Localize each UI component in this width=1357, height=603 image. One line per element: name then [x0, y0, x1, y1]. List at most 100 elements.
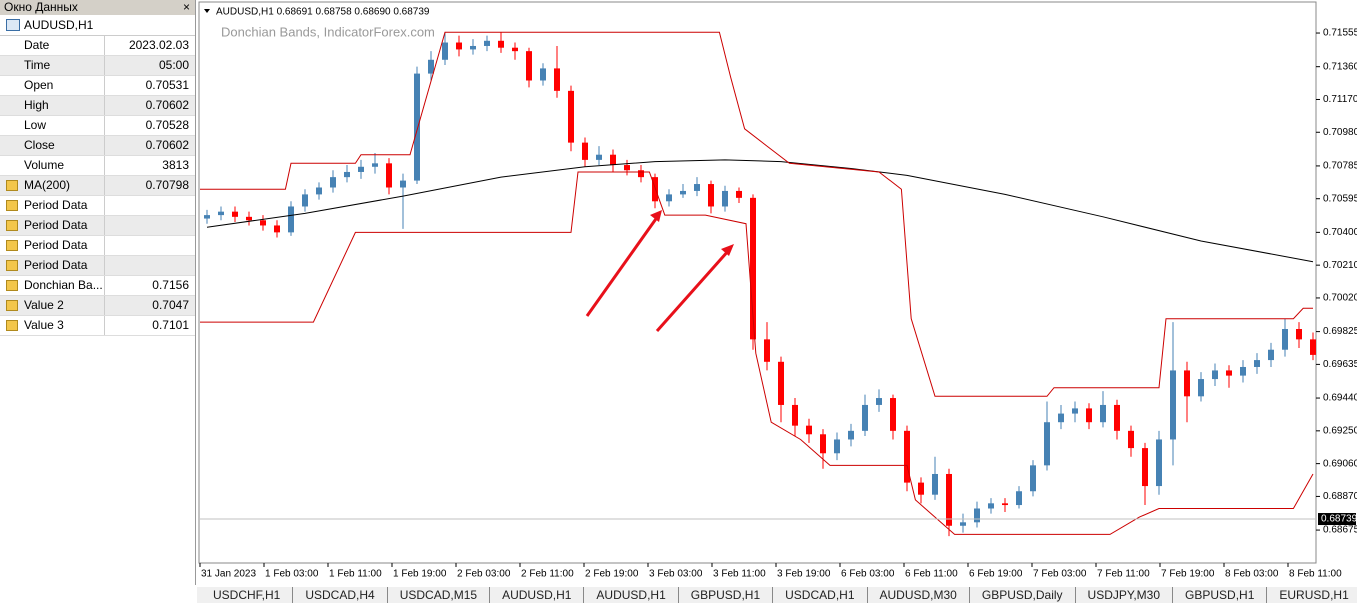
- y-tick-label: 0.69440: [1323, 393, 1357, 404]
- y-tick-label: 0.70785: [1323, 161, 1357, 172]
- row-label: Date: [0, 36, 105, 55]
- x-tick-label: 7 Feb 19:00: [1161, 569, 1215, 580]
- indicator-icon: [6, 240, 18, 251]
- y-tick-label: 0.69825: [1323, 326, 1357, 337]
- candle-body: [1142, 448, 1148, 487]
- candle-body: [1030, 465, 1036, 492]
- candle-body: [834, 439, 840, 454]
- row-label: Time: [0, 56, 105, 75]
- candle-body: [512, 47, 518, 52]
- data-rows: Date 2023.02.03 Time 05:00 Open 0.70531 High 0.…: [0, 36, 195, 336]
- row-value: 0.70602: [145, 98, 189, 112]
- x-tick-label: 7 Feb 03:00: [1033, 569, 1087, 580]
- candle-body: [372, 163, 378, 167]
- tab-bar: USDCHF,H1 USDCAD,H4 USDCAD,M15 AUDUSD,H1 AUD…: [197, 587, 1357, 603]
- data-row: Close 0.70602: [0, 136, 195, 156]
- row-label: High: [0, 96, 105, 115]
- candle-body: [736, 190, 742, 198]
- x-tick-label: 3 Feb 03:00: [649, 569, 703, 580]
- tab[interactable]: GBPUSD,H1: [679, 587, 774, 603]
- y-tick-label: 0.68870: [1323, 491, 1357, 502]
- y-tick-label: 0.68675: [1323, 525, 1357, 536]
- candle-body: [330, 177, 336, 188]
- close-button[interactable]: ×: [182, 0, 190, 14]
- data-row: Open 0.70531: [0, 76, 195, 96]
- tab[interactable]: AUDUSD,M30: [868, 587, 970, 603]
- candle-body: [862, 404, 868, 431]
- tab[interactable]: USDCAD,H1: [773, 587, 868, 603]
- x-tick-label: 2 Feb 03:00: [457, 569, 511, 580]
- candle-body: [890, 398, 896, 431]
- candle-body: [750, 197, 756, 340]
- tab[interactable]: EURUSD,H1: [1267, 587, 1357, 603]
- candle-body: [1058, 413, 1064, 423]
- x-tick-label: 1 Feb 19:00: [393, 569, 447, 580]
- tab[interactable]: USDCAD,H4: [293, 587, 388, 603]
- indicator-icon: [6, 220, 18, 231]
- x-tick-label: 7 Feb 11:00: [1097, 569, 1150, 580]
- candle-body: [218, 211, 224, 216]
- candle-body: [414, 73, 420, 181]
- tab[interactable]: USDJPY,M30: [1076, 587, 1174, 603]
- candle-body: [1044, 422, 1050, 466]
- current-price-label: 0.68739: [1321, 514, 1357, 525]
- row-value: 0.7101: [152, 318, 189, 332]
- row-label: Period Data: [0, 256, 105, 275]
- candle-body: [960, 522, 966, 526]
- candle-body: [1128, 430, 1134, 449]
- tab[interactable]: USDCHF,H1: [201, 587, 294, 603]
- chart: AUDUSD,H1 0.68691 0.68758 0.68690 0.6873…: [198, 1, 1357, 580]
- y-tick-label: 0.70980: [1323, 127, 1357, 138]
- candle-body: [610, 154, 616, 166]
- row-label: Open: [0, 76, 105, 95]
- chart-header: AUDUSD,H1 0.68691 0.68758 0.68690 0.6873…: [216, 7, 430, 18]
- indicator-line: [200, 31, 1313, 397]
- x-tick-label: 3 Feb 19:00: [777, 569, 831, 580]
- row-label: Volume: [0, 156, 105, 175]
- data-row: Volume 3813: [0, 156, 195, 176]
- y-tick-label: 0.70595: [1323, 193, 1357, 204]
- candle-body: [400, 180, 406, 188]
- candle-body: [974, 508, 980, 523]
- tab[interactable]: GBPUSD,H1: [1173, 587, 1268, 603]
- x-tick-label: 8 Feb 03:00: [1225, 569, 1279, 580]
- y-tick-label: 0.71360: [1323, 61, 1357, 72]
- x-tick-label: 6 Feb 03:00: [841, 569, 895, 580]
- row-value: 0.7156: [152, 278, 189, 292]
- data-row: Period Data: [0, 216, 195, 236]
- candle-body: [358, 166, 364, 172]
- y-tick-label: 0.70020: [1323, 293, 1357, 304]
- data-row: Date 2023.02.03: [0, 36, 195, 56]
- row-label: Low: [0, 116, 105, 135]
- annotation-arrows: [585, 210, 734, 332]
- candle-body: [918, 482, 924, 495]
- x-tick-label: 1 Feb 11:00: [329, 569, 382, 580]
- tab[interactable]: AUDUSD,H1: [490, 587, 585, 603]
- candle-body: [568, 90, 574, 143]
- menu-triangle[interactable]: [204, 9, 210, 13]
- chart-icon: [6, 19, 20, 31]
- indicator-icon: [6, 300, 18, 311]
- candle-body: [554, 68, 560, 91]
- data-row: Value 2 0.7047: [0, 296, 195, 316]
- tab[interactable]: AUDUSD,H1: [584, 587, 679, 603]
- candle-body: [344, 171, 350, 178]
- tab[interactable]: USDCAD,M15: [388, 587, 491, 603]
- row-value: 2023.02.03: [128, 38, 189, 52]
- candle-body: [1254, 360, 1260, 367]
- row-value: 0.70531: [145, 78, 189, 92]
- candle-body: [1198, 379, 1204, 397]
- arrow: [585, 215, 660, 317]
- candle-body: [232, 211, 238, 217]
- data-row: Period Data: [0, 256, 195, 276]
- x-tick-label: 1 Feb 03:00: [265, 569, 319, 580]
- candle-body: [876, 398, 882, 405]
- y-tick-label: 0.69250: [1323, 425, 1357, 436]
- row-value: 05:00: [158, 58, 189, 72]
- candle-body: [988, 503, 994, 509]
- candle-body: [316, 187, 322, 195]
- tab[interactable]: GBPUSD,Daily: [970, 587, 1076, 603]
- candle-body: [1226, 370, 1232, 376]
- candle-body: [722, 190, 728, 207]
